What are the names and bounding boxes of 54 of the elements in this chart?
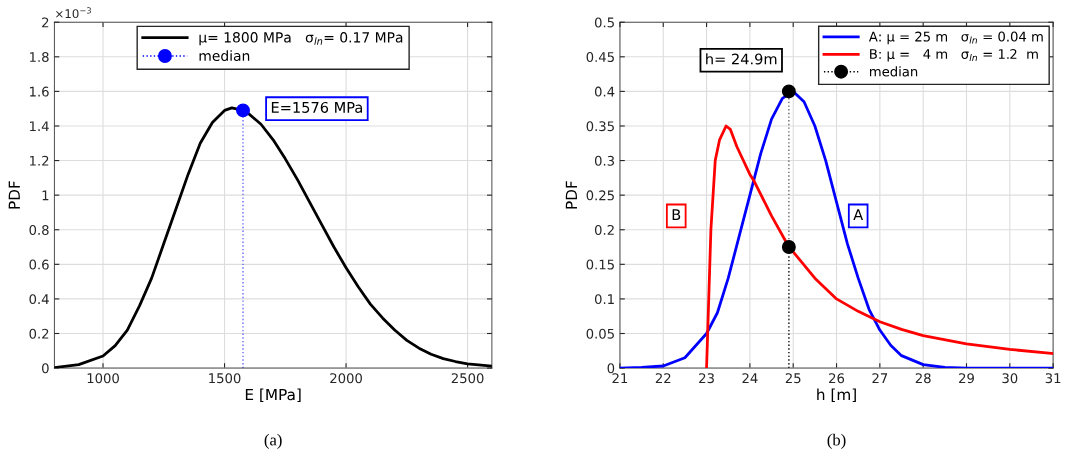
y-tick-label: 0.6 — [29, 259, 49, 270]
y-tick-label: 0.05 — [586, 328, 614, 339]
x-tick-label: 29 — [959, 373, 974, 384]
y-tick-label: 0.25 — [586, 190, 614, 201]
x-tick-label: 26 — [829, 373, 845, 384]
x-tick-label: 31 — [1045, 373, 1061, 384]
y-tick-label: 0.15 — [586, 259, 614, 270]
legend-label: A: μ = 25 m σ$_{ln}$ = 0.04 m — [868, 31, 1043, 45]
annotation: h= 24.9m — [706, 53, 777, 65]
x-tick-label: 2000 — [330, 373, 362, 384]
legend-label: median — [870, 66, 918, 77]
annotation: E=1576 MPa — [271, 101, 362, 113]
x-tick-label: 30 — [1002, 373, 1018, 384]
y-tick-label: 1.6 — [30, 86, 49, 97]
x-tick-label: 27 — [872, 373, 888, 383]
y-tick-label: 2 — [42, 17, 49, 28]
y-tick-label: 0.45 — [586, 52, 614, 63]
y-tick-label: 1.8 — [30, 52, 49, 63]
y-tick-label: 0.1 — [594, 294, 614, 305]
line-series — [705, 124, 1054, 369]
x-tick-label: 1500 — [209, 373, 241, 384]
x-tick-label: 25 — [785, 373, 801, 384]
y-tick-label: 0 — [607, 363, 615, 374]
y-tick-label: 0.4 — [29, 294, 49, 305]
y-tick-label: 0.8 — [29, 224, 49, 235]
x-tick-label: 2500 — [451, 373, 484, 384]
x-axis-title: h [m] — [817, 388, 856, 403]
x-tick-label: 24 — [742, 373, 758, 383]
x-tick-label: 22 — [655, 373, 671, 383]
y-tick-label: 0.2 — [594, 224, 614, 235]
y-tick-label: 0.3 — [594, 155, 615, 166]
y-tick-label: 0.35 — [586, 121, 614, 132]
x-tick-label: 23 — [699, 373, 714, 384]
y-tick-label: 1.4 — [30, 121, 49, 131]
legend-label: μ= 1800 MPa σ$_{ln}$= 0.17 MPa — [199, 32, 403, 46]
text: (b) — [827, 433, 846, 449]
y-tick-label: 0.5 — [594, 17, 614, 28]
annotation: B — [672, 209, 681, 220]
legend-label: B: μ = 4 m σ$_{ln}$ = 1.2 m — [870, 49, 1038, 62]
y-tick-label: 1.2 — [30, 155, 49, 166]
y-tick-label: 0 — [42, 363, 49, 374]
y-axis-title: PDF — [8, 181, 20, 209]
legend-label: median — [199, 50, 250, 62]
x-tick-label: 1000 — [87, 373, 119, 384]
text: (a) — [264, 433, 282, 449]
x-axis-title: E [MPa] — [245, 388, 301, 403]
text: ×10$^{−3}$ — [56, 7, 91, 19]
annotation: A — [853, 209, 864, 220]
y-tick-label: 0.4 — [594, 86, 615, 97]
y-tick-label: 1 — [42, 190, 49, 201]
x-tick-label: 28 — [915, 373, 931, 384]
x-tick-label: 21 — [612, 373, 628, 383]
y-axis-title: PDF — [565, 181, 577, 209]
y-tick-label: 0.2 — [29, 328, 49, 339]
